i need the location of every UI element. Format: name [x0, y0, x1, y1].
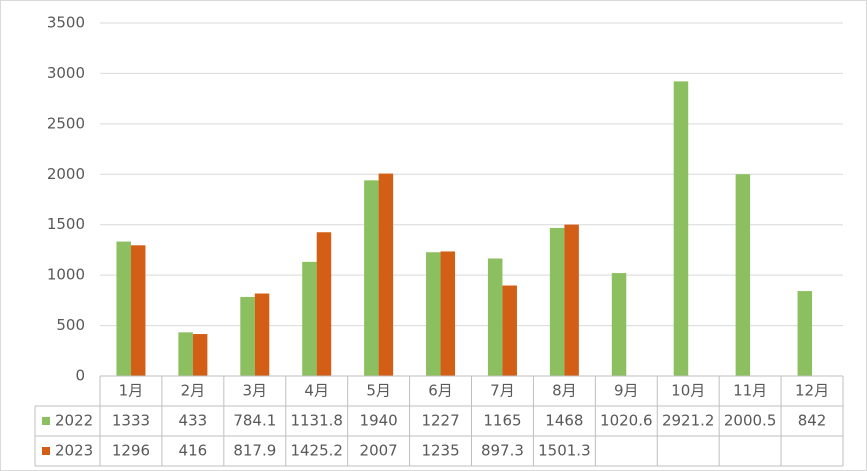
- x-tick-label: 2月: [181, 382, 206, 400]
- table-value: 416: [179, 442, 208, 460]
- table-value: 1165: [483, 412, 521, 430]
- bar: [426, 252, 441, 376]
- bar: [302, 261, 317, 376]
- x-tick-label: 12月: [795, 382, 829, 400]
- table-value: 1940: [360, 412, 398, 430]
- x-tick-label: 8月: [552, 382, 577, 400]
- x-tick-label: 3月: [243, 382, 268, 400]
- x-tick-label: 9月: [614, 382, 639, 400]
- y-tick-label: 500: [56, 316, 85, 334]
- y-tick-label: 2500: [47, 114, 85, 132]
- bar: [673, 81, 689, 377]
- bar: [116, 241, 131, 376]
- x-tick-label: 5月: [366, 382, 391, 400]
- bar: [549, 227, 565, 376]
- table-value: 1333: [112, 412, 150, 430]
- table-value: 2921.2: [662, 412, 715, 430]
- table-value: 1501.3: [538, 442, 591, 460]
- bar: [178, 332, 193, 376]
- x-tick-label: 10月: [671, 382, 705, 400]
- bar: [378, 173, 394, 376]
- table-value: 1425.2: [290, 442, 343, 460]
- legend-label: 2023: [55, 442, 93, 460]
- table-value: 817.9: [233, 442, 276, 460]
- y-tick-label: 2000: [47, 165, 85, 183]
- legend-key: [42, 447, 50, 455]
- table-value: 1227: [421, 412, 459, 430]
- table-value: 1235: [421, 442, 459, 460]
- bar: [487, 258, 503, 376]
- bar: [316, 232, 332, 376]
- table-value: 1468: [545, 412, 583, 430]
- bar: [364, 180, 379, 376]
- bar: [130, 245, 146, 376]
- table-value: 784.1: [233, 412, 276, 430]
- legend-label: 2022: [55, 412, 93, 430]
- y-tick-label: 3500: [47, 14, 85, 32]
- table-value: 1131.8: [290, 412, 343, 430]
- bar: [797, 291, 813, 376]
- legend-key: [42, 417, 50, 425]
- x-tick-label: 6月: [428, 382, 453, 400]
- bar: [564, 224, 579, 376]
- bar: [440, 251, 456, 376]
- y-tick-label: 1500: [47, 215, 85, 233]
- x-tick-label: 7月: [490, 382, 515, 400]
- table-value: 1020.6: [600, 412, 653, 430]
- x-tick-label: 4月: [304, 382, 329, 400]
- bar: [192, 334, 208, 376]
- bar: [735, 174, 751, 376]
- bar: [254, 293, 270, 376]
- bar: [240, 296, 255, 376]
- bar: [611, 273, 627, 376]
- table-value: 1296: [112, 442, 150, 460]
- x-tick-label: 1月: [119, 382, 144, 400]
- table-value: 897.3: [481, 442, 524, 460]
- table-value: 2007: [360, 442, 398, 460]
- bar: [502, 285, 517, 376]
- table-value: 2000.5: [724, 412, 777, 430]
- y-tick-label: 3000: [47, 64, 85, 82]
- table-value: 842: [798, 412, 827, 430]
- x-tick-label: 11月: [733, 382, 767, 400]
- y-tick-label: 1000: [47, 266, 85, 284]
- y-tick-label: 0: [75, 367, 85, 385]
- table-value: 433: [179, 412, 208, 430]
